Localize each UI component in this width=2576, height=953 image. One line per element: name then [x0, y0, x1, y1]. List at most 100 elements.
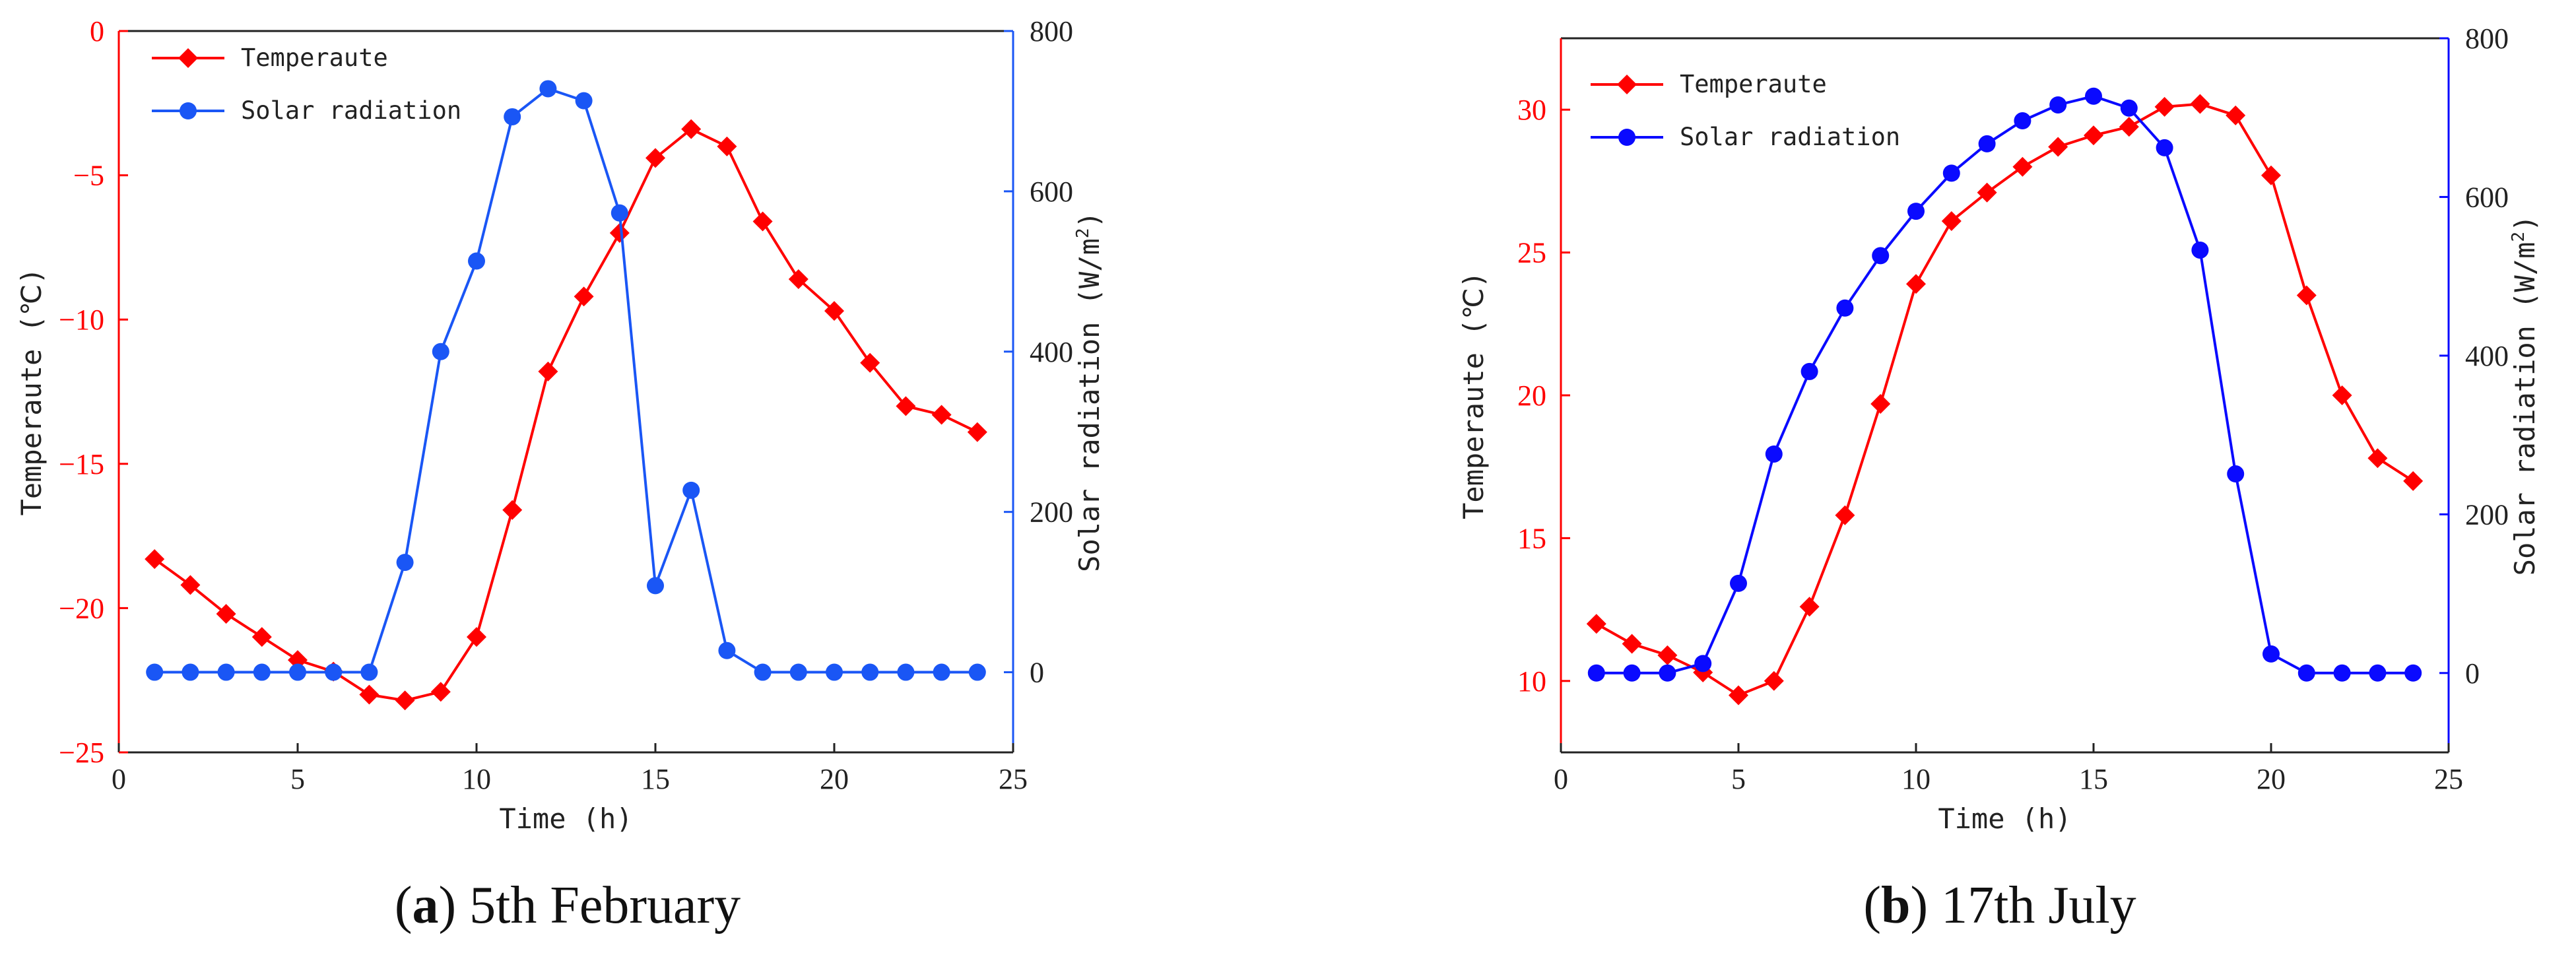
legend-circle-marker [1618, 129, 1635, 146]
solar-radiation-line [154, 87, 977, 674]
solar-radiation-point [897, 663, 915, 681]
temperature-point [2226, 105, 2246, 125]
solar-radiation-point [217, 663, 235, 681]
temperature-point [824, 301, 844, 321]
left-y-tick-label: −5 [73, 160, 104, 192]
right-y-tick-label: 400 [1030, 336, 1073, 368]
temperature-point [681, 119, 702, 139]
temperature-point [1586, 614, 1606, 634]
temperature-point [2048, 137, 2068, 157]
solar-radiation-point [1623, 664, 1641, 682]
right-y-tick-label: 600 [1030, 176, 1073, 208]
right-axis-title-sup: 2 [2509, 232, 2528, 242]
solar-radiation-point [2262, 645, 2280, 663]
caption-title: 5th February [469, 876, 741, 935]
right-axis-title-sup: 2 [1073, 228, 1093, 238]
left-y-tick-label: −10 [59, 304, 104, 336]
solar-radiation-point [1730, 574, 1747, 592]
panel-caption: (a) 5th February [395, 876, 741, 935]
temperature-point [1835, 505, 1855, 525]
left-axis-title: Temperaute (℃) [1457, 271, 1490, 519]
temperature-point [752, 211, 773, 232]
solar-radiation-point [2227, 465, 2245, 483]
solar-radiation-point [1836, 299, 1854, 317]
left-y-tick-label: −25 [59, 737, 104, 769]
solar-radiation-point [611, 204, 628, 222]
temperature-point [2261, 165, 2281, 185]
solar-radiation-point [575, 92, 593, 110]
right-axis-title-end: ) [1073, 211, 1106, 228]
temperature-point [2084, 125, 2103, 146]
caption-close-paren: ) [1910, 876, 1941, 935]
left-axis-title: Temperaute (℃) [15, 268, 48, 516]
x-tick-label: 20 [820, 763, 849, 795]
x-tick-label: 25 [999, 763, 1028, 795]
legend-label: Temperaute [1680, 70, 1827, 98]
solar-radiation-point [968, 663, 986, 681]
temperature-point [2190, 94, 2210, 114]
left-y-tick-label: 25 [1517, 237, 1546, 269]
caption-title: 17th July [1941, 876, 2136, 935]
temperature-point [788, 269, 809, 289]
solar-radiation-point [2014, 112, 2031, 130]
right-y-tick-label: 200 [1030, 496, 1073, 529]
chart-panel-a: 0 5 10 15 20 25 −25 −20 −15 −10 −5 0 0 200 400 600 800 Ti… [15, 15, 1106, 935]
temperature-point [2367, 448, 2388, 469]
solar-radiation-point [1978, 135, 1996, 152]
temperature-point [2296, 285, 2317, 306]
temperature-point [1622, 634, 1642, 654]
right-y-tick-label: 0 [1030, 657, 1044, 689]
solar-radiation-point [253, 663, 271, 681]
legend-label: Solar radiation [241, 96, 461, 125]
legend-label: Temperaute [241, 44, 388, 72]
x-tick-label: 15 [2079, 763, 2108, 795]
solar-radiation-point [861, 663, 879, 681]
temperature-point [1799, 597, 1820, 617]
solar-radiation-point [1694, 655, 1712, 673]
temperature-point [2403, 471, 2424, 491]
temperature-point [1977, 182, 1997, 203]
solar-radiation-point [1942, 164, 1960, 182]
solar-radiation-point [1800, 362, 1818, 380]
temperature-point [2154, 96, 2175, 117]
x-axis-title: Time (h) [1938, 803, 2071, 835]
solar-radiation-point [2369, 664, 2387, 682]
solar-radiation-point [146, 663, 164, 681]
temperature-point [645, 148, 665, 168]
solar-radiation-line [1596, 94, 2414, 674]
temperature-point [395, 690, 415, 711]
temperature-point [2119, 117, 2139, 137]
left-y-tick-label: 30 [1517, 94, 1546, 126]
temperature-point [1764, 671, 1784, 691]
right-y-tick-label: 800 [1030, 15, 1073, 48]
solar-radiation-point [2404, 664, 2422, 682]
temperature-line [1595, 102, 2414, 697]
temperature-point [1870, 393, 1891, 414]
panel-caption: (b) 17th July [1863, 876, 2136, 935]
left-y-tick-label: −15 [59, 448, 104, 480]
right-y-tick-label: 0 [2465, 657, 2480, 690]
solar-radiation-point [360, 663, 378, 681]
solar-radiation-point [432, 343, 449, 360]
x-tick-label: 10 [1901, 763, 1931, 795]
solar-radiation-point [2156, 139, 2173, 156]
right-y-tick-label: 400 [2465, 340, 2509, 372]
solar-radiation-point [647, 577, 664, 595]
solar-radiation-point [2297, 664, 2315, 682]
x-tick-label: 15 [641, 763, 670, 795]
legend-label: Solar radiation [1680, 123, 1900, 151]
temperature-point [467, 627, 486, 647]
temperature-point [2332, 385, 2352, 405]
solar-radiation-point [789, 663, 807, 681]
right-axis-title: Solar radiation (W/m2) [2509, 215, 2541, 576]
solar-radiation-point [2333, 664, 2351, 682]
legend: Temperaute Solar radiation [152, 44, 461, 125]
solar-radiation-point [1659, 664, 1676, 682]
temperature-point [538, 361, 558, 381]
temperature-point [359, 684, 380, 705]
caption-open-paren: ( [1863, 876, 1881, 935]
x-tick-label: 5 [1731, 763, 1746, 795]
temperature-point [2012, 156, 2033, 177]
solar-radiation-point [504, 108, 521, 125]
